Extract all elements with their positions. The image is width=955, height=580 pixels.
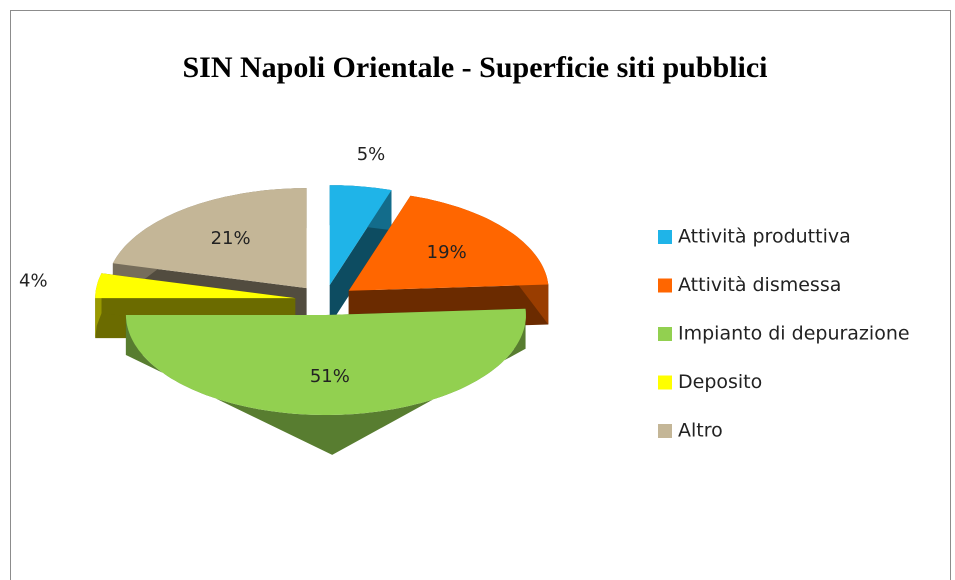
legend-swatch <box>658 327 672 341</box>
data-label: 19% <box>427 242 467 263</box>
legend-label: Impianto di depurazione <box>678 323 910 345</box>
legend-label: Altro <box>678 420 723 442</box>
chart-title: SIN Napoli Orientale - Superficie siti p… <box>182 51 767 84</box>
slice <box>348 195 549 291</box>
legend-swatch <box>658 278 672 293</box>
slice <box>112 188 307 289</box>
legend-swatch <box>658 230 672 244</box>
data-label: 4% <box>19 271 48 292</box>
slice <box>95 273 296 299</box>
data-label: 21% <box>211 228 251 249</box>
legend-label: Deposito <box>678 371 762 393</box>
data-label: 51% <box>310 366 350 387</box>
legend-swatch <box>658 375 672 390</box>
slice <box>125 308 526 415</box>
slice-side <box>125 308 526 455</box>
legend-label: Attività dismessa <box>678 274 841 296</box>
slice <box>329 185 392 286</box>
legend-label: Attività produttiva <box>678 226 851 248</box>
legend-swatch <box>658 424 672 438</box>
data-label: 5% <box>357 144 386 165</box>
